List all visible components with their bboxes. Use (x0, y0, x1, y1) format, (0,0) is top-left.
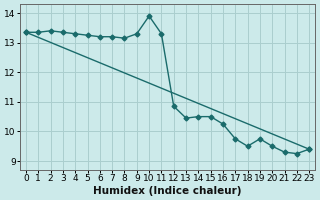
X-axis label: Humidex (Indice chaleur): Humidex (Indice chaleur) (93, 186, 242, 196)
